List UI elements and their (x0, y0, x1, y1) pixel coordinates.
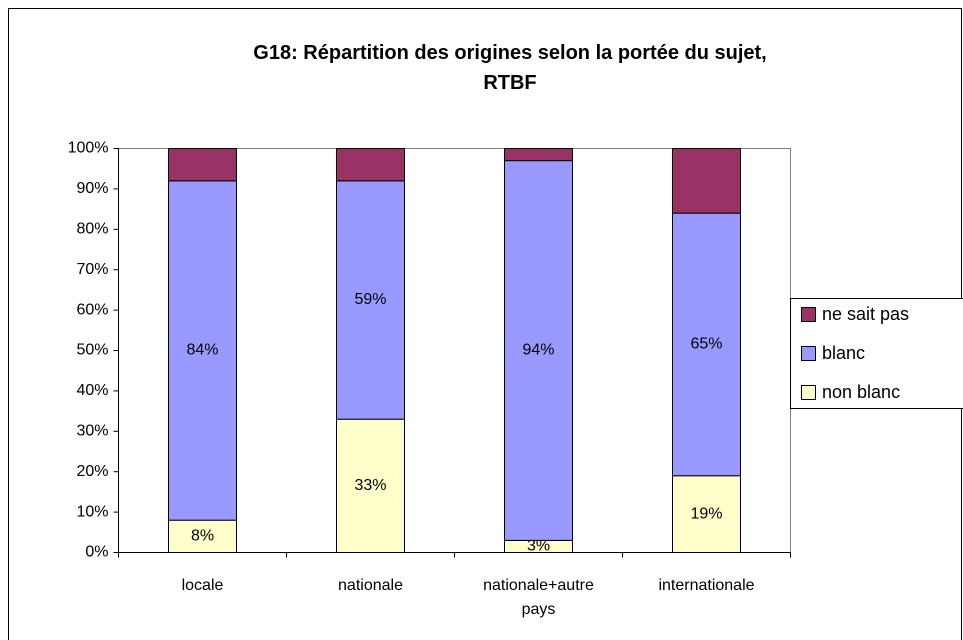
data-label: 33% (354, 477, 386, 494)
data-label: 8% (191, 528, 214, 545)
bar-segment (336, 418, 405, 553)
y-tick-label: 100% (68, 140, 109, 157)
x-tick-label: nationale (338, 577, 403, 594)
bar-segment (168, 180, 237, 521)
legend-swatch (801, 385, 816, 400)
y-tick-label: 40% (76, 382, 108, 399)
y-tick-label: 70% (76, 261, 108, 278)
legend-swatch (801, 346, 816, 361)
data-label: 59% (354, 291, 386, 308)
x-tick-label: locale (181, 577, 224, 594)
y-tick-label: 90% (76, 180, 108, 197)
x-tick-label: nationale+autre pays (483, 577, 594, 618)
bar-segment (504, 148, 573, 162)
legend-swatch (801, 307, 816, 322)
legend-label: non blanc (822, 382, 900, 402)
data-label: 94% (522, 342, 554, 359)
legend-label: blanc (822, 343, 865, 363)
y-tick-label: 0% (85, 544, 108, 561)
x-tick-label: internationale (658, 577, 755, 594)
bar-segment (168, 519, 237, 553)
bar-segment (336, 180, 405, 420)
bar-segment (336, 148, 405, 182)
legend-box (790, 298, 963, 409)
data-label: 19% (690, 505, 722, 522)
y-tick-label: 30% (76, 423, 108, 440)
data-label: 65% (690, 336, 722, 353)
legend-label: ne sait pas (822, 304, 909, 324)
bar-segment (672, 148, 741, 214)
bar-segment (168, 148, 237, 182)
data-label: 3% (527, 538, 550, 555)
bar-segment (504, 160, 573, 541)
data-label: 84% (186, 342, 218, 359)
y-tick-label: 50% (76, 342, 108, 359)
y-tick-label: 80% (76, 221, 108, 238)
chart-title: G18: Répartition des origines selon la p… (253, 42, 767, 94)
y-tick-label: 60% (76, 301, 108, 318)
y-tick-label: 10% (76, 503, 108, 520)
y-tick-label: 20% (76, 463, 108, 480)
bar-segment (672, 212, 741, 477)
